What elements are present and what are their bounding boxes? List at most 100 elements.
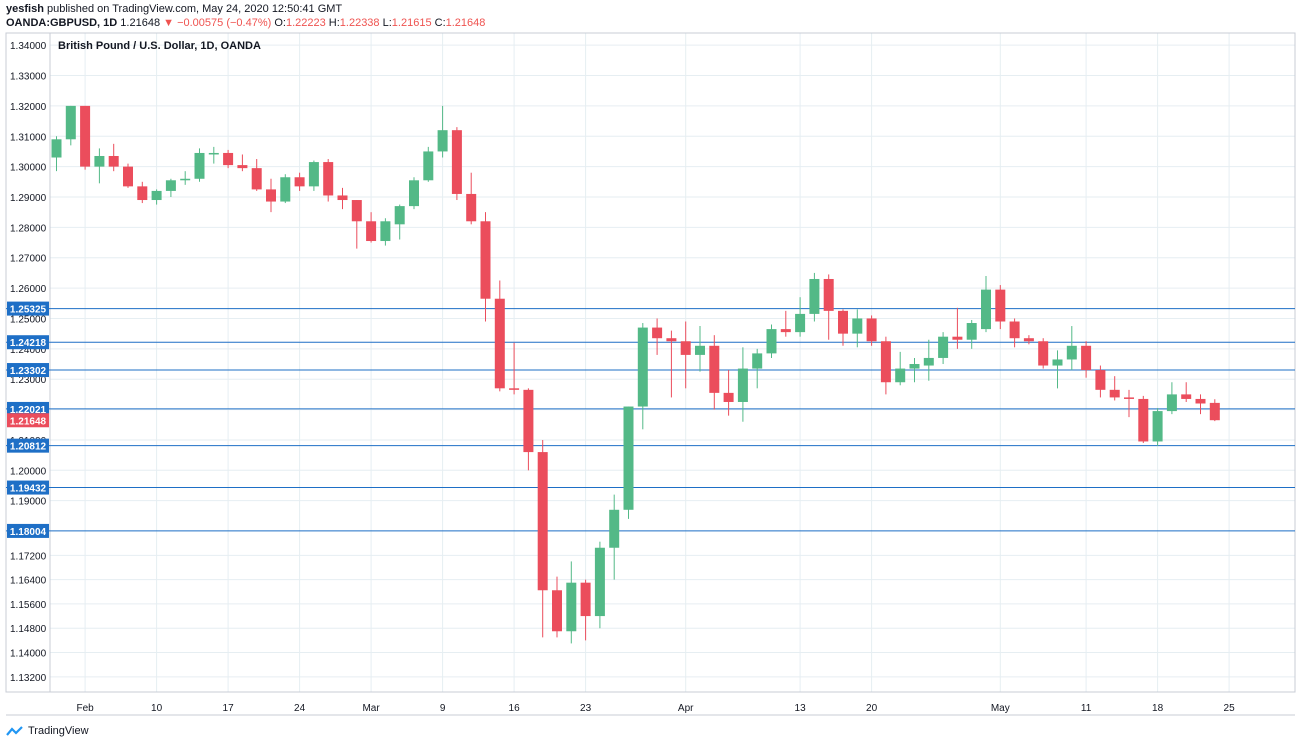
level-badge <box>7 301 49 316</box>
candle-body <box>752 353 763 369</box>
candle-body <box>523 389 534 453</box>
candle-body <box>180 178 191 181</box>
low-value: 1.21615 <box>391 17 432 29</box>
candle-body <box>208 152 219 155</box>
candle-body <box>509 388 520 390</box>
last-price-label: 1.21648 <box>10 416 47 427</box>
candle-body <box>1152 411 1163 442</box>
y-tick-label: 1.33000 <box>10 72 47 83</box>
y-tick-label: 1.26000 <box>10 284 47 295</box>
high-value: 1.22338 <box>339 17 380 29</box>
chart-frame <box>5 32 1296 716</box>
candle-body <box>151 190 162 201</box>
last-price: 1.21648 <box>120 17 161 29</box>
x-tick-label: 9 <box>440 703 446 714</box>
candle-body <box>966 323 977 340</box>
candle-body <box>137 186 148 201</box>
candle-body <box>566 582 577 632</box>
candle-body <box>194 152 205 179</box>
close-label: C: <box>434 17 446 29</box>
y-tick-label: 1.34000 <box>10 41 47 52</box>
y-tick-label: 1.13200 <box>10 673 47 684</box>
level-badge-label: 1.24218 <box>10 338 47 349</box>
brand-label: TradingView <box>28 725 89 737</box>
candle-body <box>609 509 620 548</box>
candle-body <box>580 582 591 617</box>
candle-body <box>251 168 262 190</box>
x-tick-label: 16 <box>509 703 521 714</box>
candle-body <box>895 368 906 383</box>
candle-body <box>266 189 276 202</box>
y-tick-label: 1.28000 <box>10 223 47 234</box>
candle-body <box>594 547 605 617</box>
candle-body <box>80 105 91 167</box>
candle-body <box>652 327 663 339</box>
candle-body <box>494 298 505 389</box>
candle-body <box>537 452 548 591</box>
x-tick-label: May <box>991 703 1010 714</box>
level-badge <box>7 335 49 350</box>
candle-body <box>165 180 176 191</box>
candle-body <box>466 193 477 222</box>
candle-body <box>709 345 720 393</box>
candle-body <box>308 162 319 187</box>
candle-body <box>1009 321 1020 339</box>
author-name[interactable]: yesfish <box>6 3 44 15</box>
candle-body <box>995 289 1006 322</box>
x-tick-label: 17 <box>223 703 235 714</box>
candle-body <box>280 177 291 202</box>
x-tick-label: Apr <box>678 703 694 714</box>
candle-body <box>337 195 348 201</box>
published-text: published on TradingView.com, May 24, 20… <box>46 3 343 15</box>
high-label: H: <box>328 17 340 29</box>
y-tick-label: 1.20000 <box>10 466 47 477</box>
candle-body <box>380 221 391 242</box>
candle-body <box>1209 402 1220 421</box>
candle-body <box>108 155 119 167</box>
candle-body <box>294 177 305 187</box>
chart-title: British Pound / U.S. Dollar, 1D, OANDA <box>58 40 261 52</box>
grid-lines <box>50 33 1295 692</box>
candle-body <box>65 105 76 140</box>
x-tick-label: 25 <box>1224 703 1236 714</box>
x-tick-label: 10 <box>151 703 163 714</box>
candle-body <box>94 155 105 167</box>
candle-body <box>981 289 991 330</box>
close-value: 1.21648 <box>445 17 486 29</box>
y-tick-label: 1.31000 <box>10 132 47 143</box>
y-tick-label: 1.25000 <box>10 314 47 325</box>
candle-body <box>1195 398 1206 404</box>
candle-body <box>409 180 419 207</box>
level-badge <box>7 363 49 378</box>
x-tick-label: 18 <box>1152 703 1164 714</box>
candle-body <box>451 130 462 194</box>
candle-body <box>680 341 691 355</box>
y-tick-label: 1.24000 <box>10 345 47 356</box>
candle-body <box>1023 338 1034 342</box>
candle-body <box>637 327 648 407</box>
last-price-badge <box>7 413 49 428</box>
candle-body <box>909 364 920 369</box>
candle-body <box>838 310 848 334</box>
y-tick-label: 1.14800 <box>10 624 47 635</box>
x-tick-label: Feb <box>76 703 94 714</box>
x-tick-label: 20 <box>866 703 878 714</box>
open-value: 1.22223 <box>285 17 326 29</box>
level-badge-label: 1.22021 <box>10 405 47 416</box>
publisher-line: yesfish published on TradingView.com, Ma… <box>6 3 342 15</box>
y-tick-label: 1.15600 <box>10 600 47 611</box>
candle-body <box>852 318 863 334</box>
y-tick-label: 1.30000 <box>10 163 47 174</box>
candle-body <box>823 278 834 311</box>
candle-body <box>1052 359 1063 366</box>
low-label: L: <box>382 17 392 29</box>
candle-body <box>123 166 133 187</box>
candle-body <box>1181 394 1192 399</box>
candle-body <box>237 165 248 169</box>
candle-body <box>1109 389 1120 398</box>
x-tick-label: Mar <box>362 703 380 714</box>
candle-body <box>866 318 877 342</box>
y-tick-label: 1.19000 <box>10 497 47 508</box>
tradingview-footer[interactable]: TradingView <box>6 725 89 737</box>
